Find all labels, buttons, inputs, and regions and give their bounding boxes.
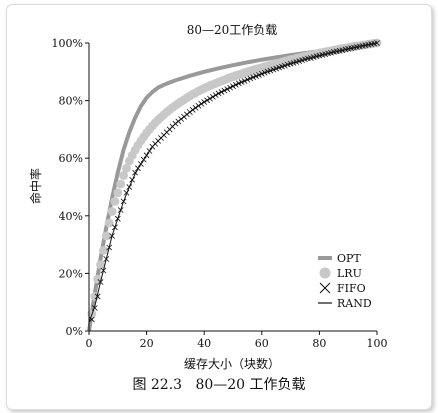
fifo-point [106, 244, 113, 251]
x-axis-label: 缓存大小（块数） [184, 356, 280, 371]
fifo-point [100, 267, 107, 274]
figure-caption: 图 22.3 80—20 工作负载 [0, 374, 438, 394]
fifo-point [212, 92, 219, 99]
fifo-point [201, 99, 208, 105]
fifo-point [140, 156, 147, 163]
lru-point [96, 260, 105, 270]
fifo-point [198, 100, 205, 107]
chart-title: 80—20工作负载 [187, 23, 278, 37]
x-tick-label: 40 [197, 337, 211, 350]
y-tick-label: 0% [66, 325, 83, 338]
fifo-point [112, 224, 118, 231]
fifo-point [129, 176, 136, 183]
y-tick-label: 20% [59, 267, 83, 280]
series-fifo [88, 40, 380, 323]
fifo-point [178, 116, 185, 122]
plot-area [87, 38, 382, 332]
lru-point [101, 231, 111, 241]
fifo-point [123, 189, 130, 196]
fifo-point [146, 148, 153, 154]
fifo-point [221, 87, 228, 94]
fifo-point [109, 233, 115, 239]
x-tick-label: 20 [140, 337, 154, 350]
fifo-point [215, 90, 222, 97]
legend-label: FIFO [337, 282, 366, 295]
fifo-point [97, 279, 104, 285]
fifo-point [181, 113, 187, 120]
lru-point [107, 207, 117, 216]
fifo-point [204, 97, 210, 104]
fifo-point [232, 81, 239, 88]
fifo-point [374, 40, 380, 46]
x-tick-label: 80 [312, 337, 326, 350]
fifo-point [172, 120, 179, 127]
legend-label: RAND [337, 297, 372, 310]
series-lru [87, 38, 382, 319]
legend: OPT LRU FIFO RAND [318, 252, 372, 310]
legend-label: OPT [337, 252, 361, 265]
fifo-point [186, 109, 193, 116]
fifo-point [137, 161, 144, 167]
fifo-point [88, 316, 95, 323]
fifo-point [227, 84, 234, 91]
x-axis: 0 20 40 60 80 100 [86, 331, 388, 350]
fifo-point [91, 305, 98, 311]
fifo-point [207, 95, 213, 102]
lru-point [110, 197, 120, 206]
fifo-point [184, 111, 190, 118]
x-tick-label: 100 [367, 337, 388, 350]
axes-lines [88, 43, 377, 332]
fifo-point [103, 256, 110, 262]
x-tick-label: 0 [86, 337, 93, 350]
fifo-point [143, 152, 150, 159]
lru-point [104, 218, 114, 228]
lru-point [99, 245, 108, 255]
y-tick-label: 40% [59, 210, 83, 223]
lru-point [113, 188, 123, 198]
fifo-point [126, 184, 133, 190]
series-rand-line [88, 42, 378, 323]
fifo-point [120, 198, 127, 205]
lru-point [119, 171, 128, 180]
fifo-point [195, 102, 202, 109]
y-tick-label: 100% [52, 37, 83, 50]
fifo-point [224, 86, 231, 92]
legend-fifo-swatch [319, 282, 331, 294]
fifo-point [189, 106, 196, 113]
fifo-point [209, 93, 216, 100]
lru-point [116, 179, 126, 189]
figure-title: 80—20 工作负载 [195, 377, 306, 393]
y-axis-label: 命中率 [28, 168, 43, 204]
fifo-point [192, 104, 199, 111]
legend-label: LRU [337, 267, 362, 280]
legend-lru-swatch [319, 267, 331, 279]
fifo-point [241, 78, 248, 84]
y-tick-label: 80% [59, 95, 83, 108]
fifo-point [230, 83, 236, 90]
x-tick-label: 60 [255, 337, 269, 350]
y-tick-label: 60% [59, 152, 83, 165]
y-axis: 0% 20% 40% 60% 80% 100% [52, 37, 89, 338]
fifo-point [117, 207, 124, 213]
fifo-point [135, 165, 141, 172]
figure-number: 图 22.3 [132, 377, 183, 393]
fifo-point [132, 169, 138, 176]
fifo-point [94, 293, 101, 300]
lru-point [122, 163, 131, 173]
fifo-point [114, 215, 121, 222]
fifo-point [218, 89, 225, 95]
fifo-point [175, 118, 182, 125]
figure-frame [6, 4, 432, 410]
